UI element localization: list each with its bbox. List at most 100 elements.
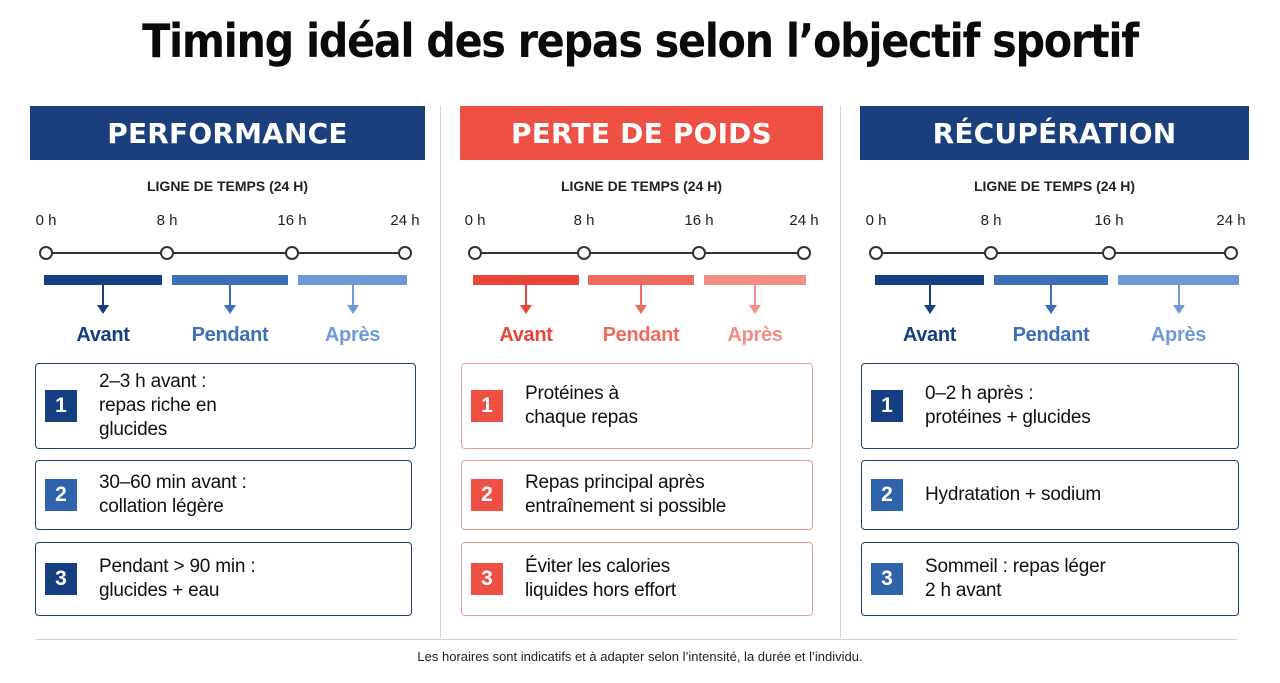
- tip-card: 1 2–3 h avant : repas riche en glucides: [35, 363, 416, 449]
- tip-card: 2 Repas principal après entraînement si p…: [461, 460, 813, 530]
- timeline-tick-label: 8 h: [156, 212, 178, 229]
- timeline-marker: [468, 246, 482, 260]
- step-number-badge: 2: [45, 479, 77, 511]
- timeline-axis: [46, 252, 405, 254]
- tip-card: 3 Éviter les calories liquides hors effor…: [461, 542, 813, 616]
- arrow-down-icon: [229, 285, 231, 307]
- arrow-head-icon: [224, 305, 236, 314]
- footnote: Les horaires sont indicatifs et à adapte…: [417, 649, 863, 664]
- timeline-marker: [1102, 246, 1116, 260]
- tip-card: 3 Pendant > 90 min : glucides + eau: [35, 542, 412, 616]
- step-number-badge: 3: [45, 563, 77, 595]
- arrow-down-icon: [640, 285, 642, 307]
- tip-card: 1 0–2 h après : protéines + glucides: [861, 363, 1239, 449]
- phase-bar: [298, 275, 407, 285]
- column-header: PERTE DE POIDS: [460, 106, 823, 160]
- step-number-badge: 1: [471, 390, 503, 422]
- timeline-tick-label: 24 h: [390, 212, 420, 229]
- phase-bar: [172, 275, 288, 285]
- timeline-tick-label: 8 h: [573, 212, 595, 229]
- phase-bar: [588, 275, 694, 285]
- arrow-down-icon: [525, 285, 527, 307]
- step-number-badge: 1: [871, 390, 903, 422]
- phase-bar: [44, 275, 162, 285]
- tip-card: 2 Hydratation + sodium: [861, 460, 1239, 530]
- tip-text: 30–60 min avant : collation légère: [99, 472, 247, 517]
- arrow-down-icon: [754, 285, 756, 307]
- page-title: Timing idéal des repas selon l’objectif …: [142, 14, 1139, 68]
- arrow-down-icon: [1050, 285, 1052, 307]
- arrow-down-icon: [928, 285, 931, 307]
- arrow-down-icon: [102, 285, 104, 307]
- timeline-tick-label: 8 h: [980, 212, 1002, 229]
- timeline-axis: [475, 252, 804, 254]
- timeline-tick-label: 0 h: [35, 212, 57, 229]
- phase-bar: [473, 275, 579, 285]
- tip-text: Sommeil : repas léger 2 h avant: [925, 556, 1106, 601]
- tip-text: 2–3 h avant : repas riche en glucides: [99, 371, 217, 440]
- phase-bar: [1118, 275, 1239, 285]
- timeline-tick-label: 0 h: [464, 212, 486, 229]
- step-number-badge: 2: [871, 479, 903, 511]
- column-performance: PERFORMANCE LIGNE DE TEMPS (24 H) 0 h 8 h 16…: [30, 106, 425, 621]
- step-number-badge: 2: [471, 479, 503, 511]
- tip-text: Éviter les calories liquides hors effort: [525, 556, 676, 601]
- column-divider: [840, 106, 841, 638]
- tip-text: Pendant > 90 min : glucides + eau: [99, 556, 256, 601]
- arrow-head-icon: [520, 305, 532, 314]
- timeline-tick-label: 24 h: [1216, 212, 1246, 229]
- timeline-label: LIGNE DE TEMPS (24 H): [146, 178, 309, 194]
- phase-bar: [875, 275, 984, 285]
- timeline-marker: [39, 246, 53, 260]
- timeline-marker: [285, 246, 299, 260]
- phase-bar: [994, 275, 1108, 285]
- tip-text: Protéines à chaque repas: [525, 383, 638, 428]
- arrow-head-icon: [346, 305, 359, 314]
- tip-card: 1 Protéines à chaque repas: [461, 363, 813, 449]
- tip-text: 0–2 h après : protéines + glucides: [925, 383, 1091, 428]
- timeline-marker: [984, 246, 998, 260]
- tip-card: 2 30–60 min avant : collation légère: [35, 460, 412, 530]
- phase-label: Avant: [499, 324, 553, 346]
- tip-card: 3 Sommeil : repas léger 2 h avant: [861, 542, 1239, 616]
- arrow-head-icon: [1045, 305, 1057, 314]
- timeline-marker: [797, 246, 811, 260]
- timeline-marker: [398, 246, 412, 260]
- column-header: PERFORMANCE: [30, 106, 425, 160]
- footer-divider: [36, 639, 1237, 640]
- phase-label: Pendant: [1012, 324, 1090, 346]
- timeline-axis: [876, 252, 1231, 254]
- tip-text: Hydratation + sodium: [925, 484, 1102, 505]
- phase-label: Après: [727, 324, 783, 346]
- column-perte-de-poids: PERTE DE POIDS LIGNE DE TEMPS (24 H) 0 h 8 …: [460, 106, 823, 621]
- arrow-head-icon: [1172, 305, 1185, 314]
- arrow-down-icon: [1177, 285, 1180, 307]
- timeline-label: LIGNE DE TEMPS (24 H): [973, 178, 1136, 194]
- column-divider: [440, 106, 441, 638]
- column-recuperation: RÉCUPÉRATION LIGNE DE TEMPS (24 H) 0 h 8 h 1…: [860, 106, 1249, 621]
- timeline-marker: [692, 246, 706, 260]
- tip-text: Repas principal après entraînement si po…: [525, 472, 727, 517]
- timeline-tick-label: 16 h: [277, 212, 307, 229]
- step-number-badge: 1: [45, 390, 77, 422]
- timeline-tick-label: 24 h: [789, 212, 819, 229]
- timeline-label: LIGNE DE TEMPS (24 H): [560, 178, 723, 194]
- phase-label: Après: [324, 324, 381, 346]
- step-number-badge: 3: [871, 563, 903, 595]
- arrow-head-icon: [97, 305, 109, 314]
- timeline-tick-label: 16 h: [1094, 212, 1124, 229]
- phase-label: Avant: [76, 324, 130, 346]
- phase-bar: [704, 275, 806, 285]
- phase-label: Pendant: [191, 324, 269, 346]
- phase-label: Après: [1150, 324, 1207, 346]
- arrow-head-icon: [635, 305, 647, 314]
- phase-label: Avant: [902, 324, 957, 346]
- arrow-down-icon: [351, 285, 354, 307]
- timeline-tick-label: 0 h: [865, 212, 887, 229]
- timeline-marker: [160, 246, 174, 260]
- timeline-marker: [1224, 246, 1238, 260]
- phase-label: Pendant: [602, 324, 680, 346]
- timeline-tick-label: 16 h: [684, 212, 714, 229]
- timeline-marker: [577, 246, 591, 260]
- column-header: RÉCUPÉRATION: [860, 106, 1249, 160]
